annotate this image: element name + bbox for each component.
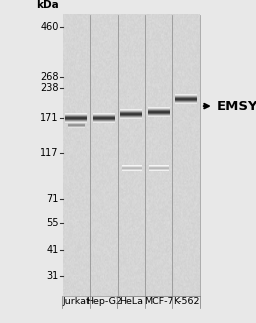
- Text: 55: 55: [46, 218, 59, 228]
- Text: 31: 31: [47, 271, 59, 281]
- Text: HeLa: HeLa: [119, 297, 143, 306]
- Text: K-562: K-562: [173, 297, 199, 306]
- Text: 171: 171: [40, 113, 59, 123]
- Text: kDa: kDa: [36, 0, 59, 10]
- Text: EMSY: EMSY: [216, 99, 256, 113]
- Text: 268: 268: [40, 72, 59, 82]
- Text: Hep-G2: Hep-G2: [86, 297, 122, 306]
- Text: 460: 460: [40, 22, 59, 32]
- Text: Jurkat: Jurkat: [62, 297, 90, 306]
- Text: 117: 117: [40, 148, 59, 158]
- Text: MCF-7: MCF-7: [144, 297, 173, 306]
- Bar: [63, 15, 200, 296]
- Text: 71: 71: [47, 194, 59, 204]
- Text: 41: 41: [47, 245, 59, 255]
- Text: 238: 238: [40, 83, 59, 93]
